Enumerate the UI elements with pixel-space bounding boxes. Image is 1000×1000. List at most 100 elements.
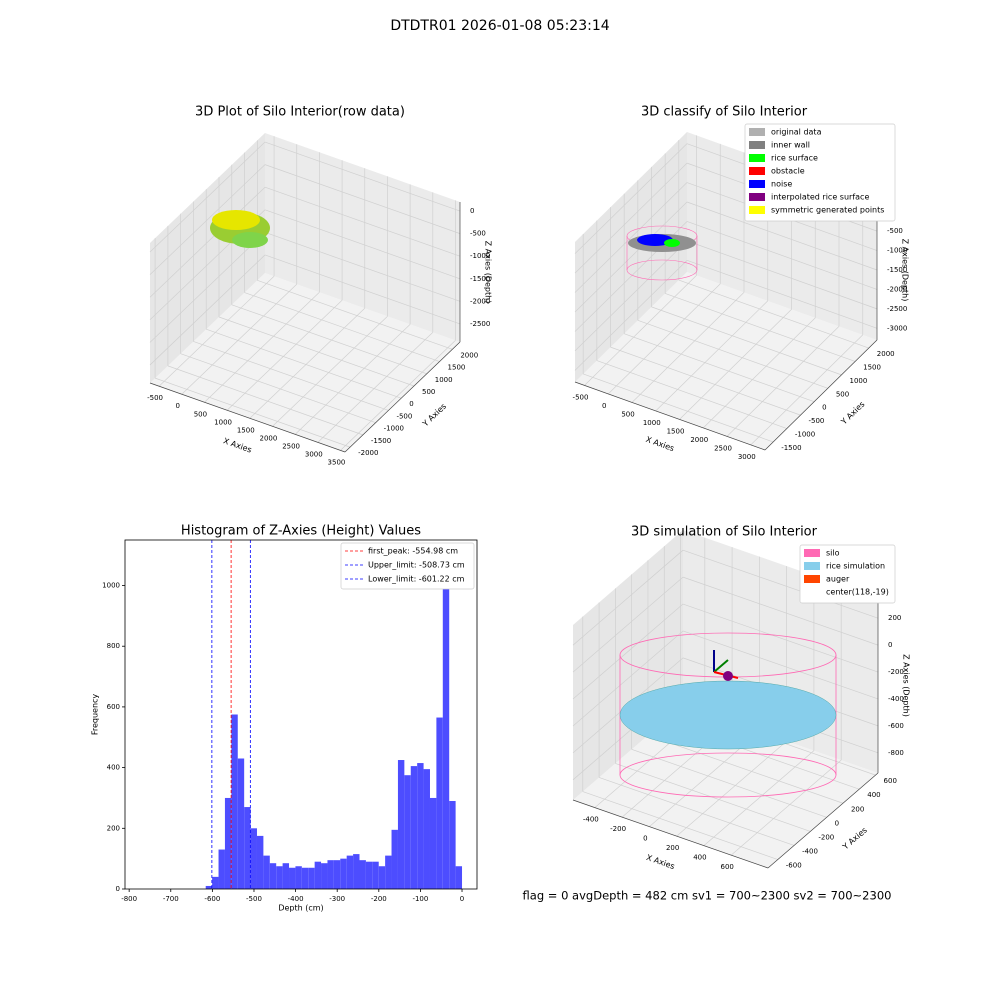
z-tick-label: -800 — [888, 749, 904, 757]
y-axis-label: Y Axies — [839, 400, 867, 427]
x-tick-label: 1000 — [643, 419, 661, 427]
y-tick-label: 200 — [107, 824, 120, 832]
y-tick-label: -500 — [396, 412, 412, 420]
grid-line — [167, 365, 364, 436]
grid-line — [572, 603, 684, 700]
axis-line — [574, 381, 766, 451]
grid-line — [149, 254, 266, 366]
pane — [573, 530, 683, 800]
x-tick-label: 500 — [194, 410, 207, 418]
grid-line — [615, 763, 811, 832]
axis-line — [572, 799, 769, 869]
grid-line — [572, 630, 684, 727]
legend-swatch — [749, 193, 765, 201]
bar — [378, 866, 386, 889]
x-tick-label: 2000 — [690, 436, 708, 444]
legend-label: Lower_limit: -601.22 cm — [368, 575, 465, 584]
x-tick-label: 2000 — [260, 434, 278, 442]
legend-label: obstacle — [771, 167, 805, 176]
grid-line — [596, 360, 787, 429]
bar — [237, 758, 245, 889]
bar — [385, 855, 392, 889]
bar — [301, 867, 309, 889]
bar — [321, 863, 328, 889]
grid-line — [264, 254, 461, 325]
grid-line — [686, 260, 878, 329]
x-tick-label: -400 — [288, 895, 304, 903]
y-tick-label: -500 — [809, 417, 825, 425]
x-tick-label: 200 — [666, 844, 679, 852]
grid-line — [231, 304, 427, 375]
grid-line — [682, 549, 879, 619]
cloud-decoration — [210, 210, 837, 798]
legend-swatch — [749, 128, 765, 136]
x-axis-label: X Axies — [222, 436, 253, 454]
bar — [365, 861, 373, 889]
grid-line — [624, 333, 815, 403]
bar — [340, 858, 347, 889]
x-tick-label: 1500 — [667, 427, 685, 435]
grid-line — [257, 280, 453, 350]
chart-title: 3D classify of Silo Interior — [641, 105, 808, 120]
legend-label: symmetric generated points — [771, 206, 884, 215]
y-tick-label: 2000 — [877, 350, 895, 358]
bar — [327, 860, 334, 889]
bar — [404, 775, 411, 889]
z-axis-label: Z Axies (Depth) — [902, 654, 911, 717]
z-axis-label: Z Axies (Depth) — [901, 239, 910, 302]
y-tick-label: 1000 — [102, 582, 120, 590]
grid-line — [317, 332, 434, 443]
y-tick-label: -400 — [802, 847, 818, 855]
bar — [423, 769, 430, 889]
grid-line — [682, 630, 879, 700]
bar — [269, 863, 277, 889]
legend-label: interpolated rice surface — [771, 193, 869, 202]
x-tick-label: -500 — [147, 394, 163, 402]
legend-label: silo — [826, 549, 840, 558]
legend-swatch — [749, 154, 765, 162]
z-tick-label: 0 — [470, 207, 474, 215]
z-tick-label: 0 — [888, 641, 892, 649]
y-tick-label: 500 — [422, 388, 435, 396]
y-tick-label: -1500 — [371, 437, 391, 445]
x-tick-label: 600 — [720, 863, 733, 871]
grid-line — [158, 275, 275, 387]
bar — [372, 861, 379, 889]
pane — [150, 133, 265, 383]
grid-line — [610, 346, 801, 416]
x-tick-label: 3000 — [305, 450, 323, 458]
bar — [353, 854, 360, 889]
bar — [295, 866, 302, 889]
pane — [575, 272, 877, 450]
axis-line — [344, 341, 461, 453]
grid-line — [204, 292, 320, 403]
z-tick-label: -600 — [888, 722, 904, 730]
status-text: flag = 0 avgDepth = 482 cm sv1 = 700~230… — [523, 889, 892, 903]
z-tick-label: -200 — [888, 668, 904, 676]
grid-line — [750, 334, 863, 446]
legend-label: inner wall — [771, 141, 810, 150]
y-tick-label: -1500 — [781, 444, 801, 452]
x-tick-label: 0 — [460, 895, 464, 903]
grid-line — [574, 201, 688, 313]
plots: -5000500100015002000250030003500-2000-15… — [91, 105, 911, 913]
pane — [150, 273, 460, 452]
z-tick-label: -1500 — [887, 266, 907, 274]
legend-label: original data — [771, 128, 822, 137]
y-tick-label: 200 — [851, 805, 864, 813]
bar — [442, 561, 450, 889]
grid-line — [574, 162, 688, 274]
chart-title: 3D simulation of Silo Interior — [631, 525, 818, 540]
grid-line — [582, 791, 778, 860]
grid-line — [647, 734, 844, 804]
legend-swatch — [749, 167, 765, 175]
y-tick-label: -2000 — [358, 449, 378, 457]
grid-line — [631, 749, 827, 818]
bar — [205, 885, 213, 889]
z-tick-label: -2000 — [470, 297, 490, 305]
legend-box — [340, 542, 475, 590]
bar — [333, 860, 341, 889]
grid-line — [193, 341, 389, 411]
legend-label: noise — [771, 180, 792, 189]
grid-line — [154, 377, 351, 448]
